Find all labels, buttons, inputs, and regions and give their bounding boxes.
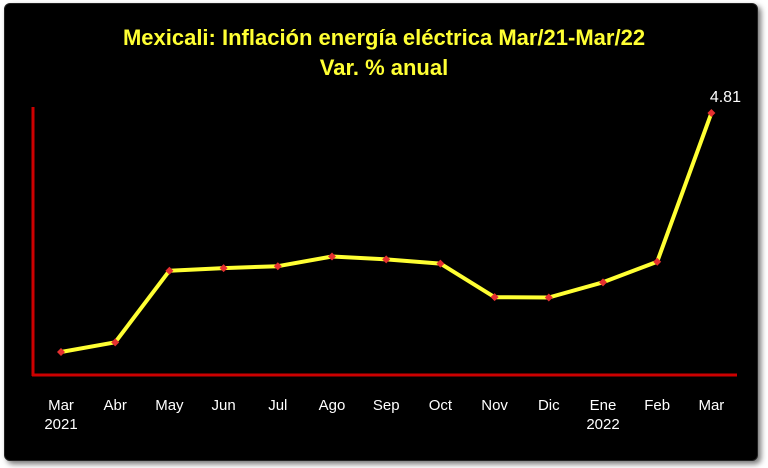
x-tick-label: Mar	[698, 397, 724, 414]
x-tick-label: Abr	[104, 397, 127, 414]
data-point	[165, 266, 174, 275]
x-tick-label: Mar 2021	[44, 397, 77, 433]
data-point	[436, 259, 445, 268]
data-point	[57, 348, 65, 356]
data-point	[653, 257, 662, 266]
x-tick-label: Ago	[319, 397, 346, 414]
data-point	[707, 109, 716, 117]
data-point	[382, 255, 391, 264]
x-tick-label: Nov	[481, 397, 508, 414]
x-tick-label: Jun	[212, 397, 236, 414]
series-line	[59, 111, 714, 354]
x-tick-label: Dic	[538, 397, 560, 414]
chart-title: Mexicali: Inflación energía eléctrica Ma…	[122, 25, 646, 50]
x-tick-label: Sep	[373, 397, 400, 414]
data-point	[544, 293, 553, 302]
x-tick-label: Jul	[268, 397, 287, 414]
chart-frame	[4, 3, 758, 461]
x-tick-label: May	[155, 397, 184, 414]
x-tick-label: Feb	[644, 397, 670, 414]
x-tick-label: Oct	[429, 397, 453, 414]
data-point	[599, 278, 607, 287]
data-point	[328, 252, 336, 261]
data-point	[273, 262, 282, 271]
chart-subtitle: Var. % anual	[319, 55, 449, 80]
data-point	[219, 264, 228, 273]
x-tick-label: Ene 2022	[586, 397, 619, 433]
data-label: 4.81	[710, 89, 741, 106]
data-point	[111, 338, 120, 347]
data-point	[490, 293, 499, 302]
